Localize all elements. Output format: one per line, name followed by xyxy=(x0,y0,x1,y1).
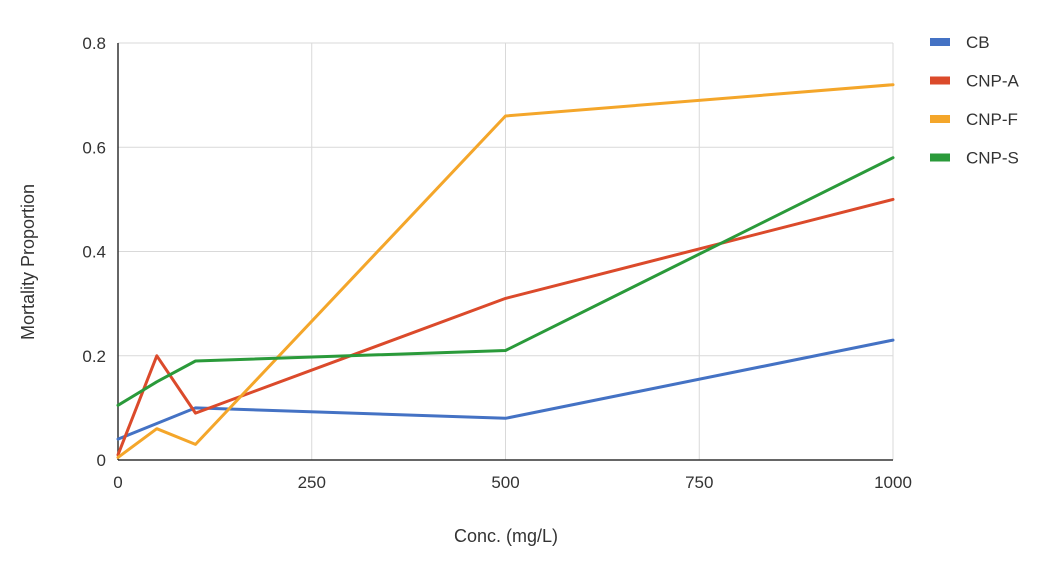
y-tick-label: 0.4 xyxy=(82,243,106,262)
legend-swatch-cnp-f xyxy=(930,115,950,123)
y-tick-label: 0.2 xyxy=(82,347,106,366)
x-tick-label: 250 xyxy=(298,473,326,492)
axes: 0 0.2 0.4 0.6 0.8 0 250 500 750 1000 xyxy=(82,34,912,492)
y-tick-label: 0.8 xyxy=(82,34,106,53)
series-lines xyxy=(116,83,895,459)
y-tick-label: 0 xyxy=(97,451,106,470)
series-line-cnp-f xyxy=(116,83,895,459)
x-tick-label: 750 xyxy=(685,473,713,492)
x-tick-label: 500 xyxy=(491,473,519,492)
legend-swatch-cnp-a xyxy=(930,76,950,85)
legend-label-cnp-f: CNP-F xyxy=(966,110,1018,129)
legend-label-cnp-a: CNP-A xyxy=(966,72,1020,91)
series-line-cnp-s xyxy=(116,156,895,407)
grid xyxy=(118,42,894,460)
y-axis-title: Mortality Proportion xyxy=(18,184,38,340)
x-tick-label: 1000 xyxy=(874,473,912,492)
legend-swatch-cnp-s xyxy=(930,153,950,162)
y-tick-label: 0.6 xyxy=(82,138,106,157)
legend-swatch-cb xyxy=(930,38,950,46)
legend-label-cb: CB xyxy=(966,33,990,52)
legend-label-cnp-s: CNP-S xyxy=(966,149,1019,168)
x-axis-title: Conc. (mg/L) xyxy=(454,526,558,546)
series-line-cb xyxy=(116,338,895,441)
legend: CB CNP-A CNP-F CNP-S xyxy=(930,33,1020,168)
x-tick-label: 0 xyxy=(113,473,122,492)
